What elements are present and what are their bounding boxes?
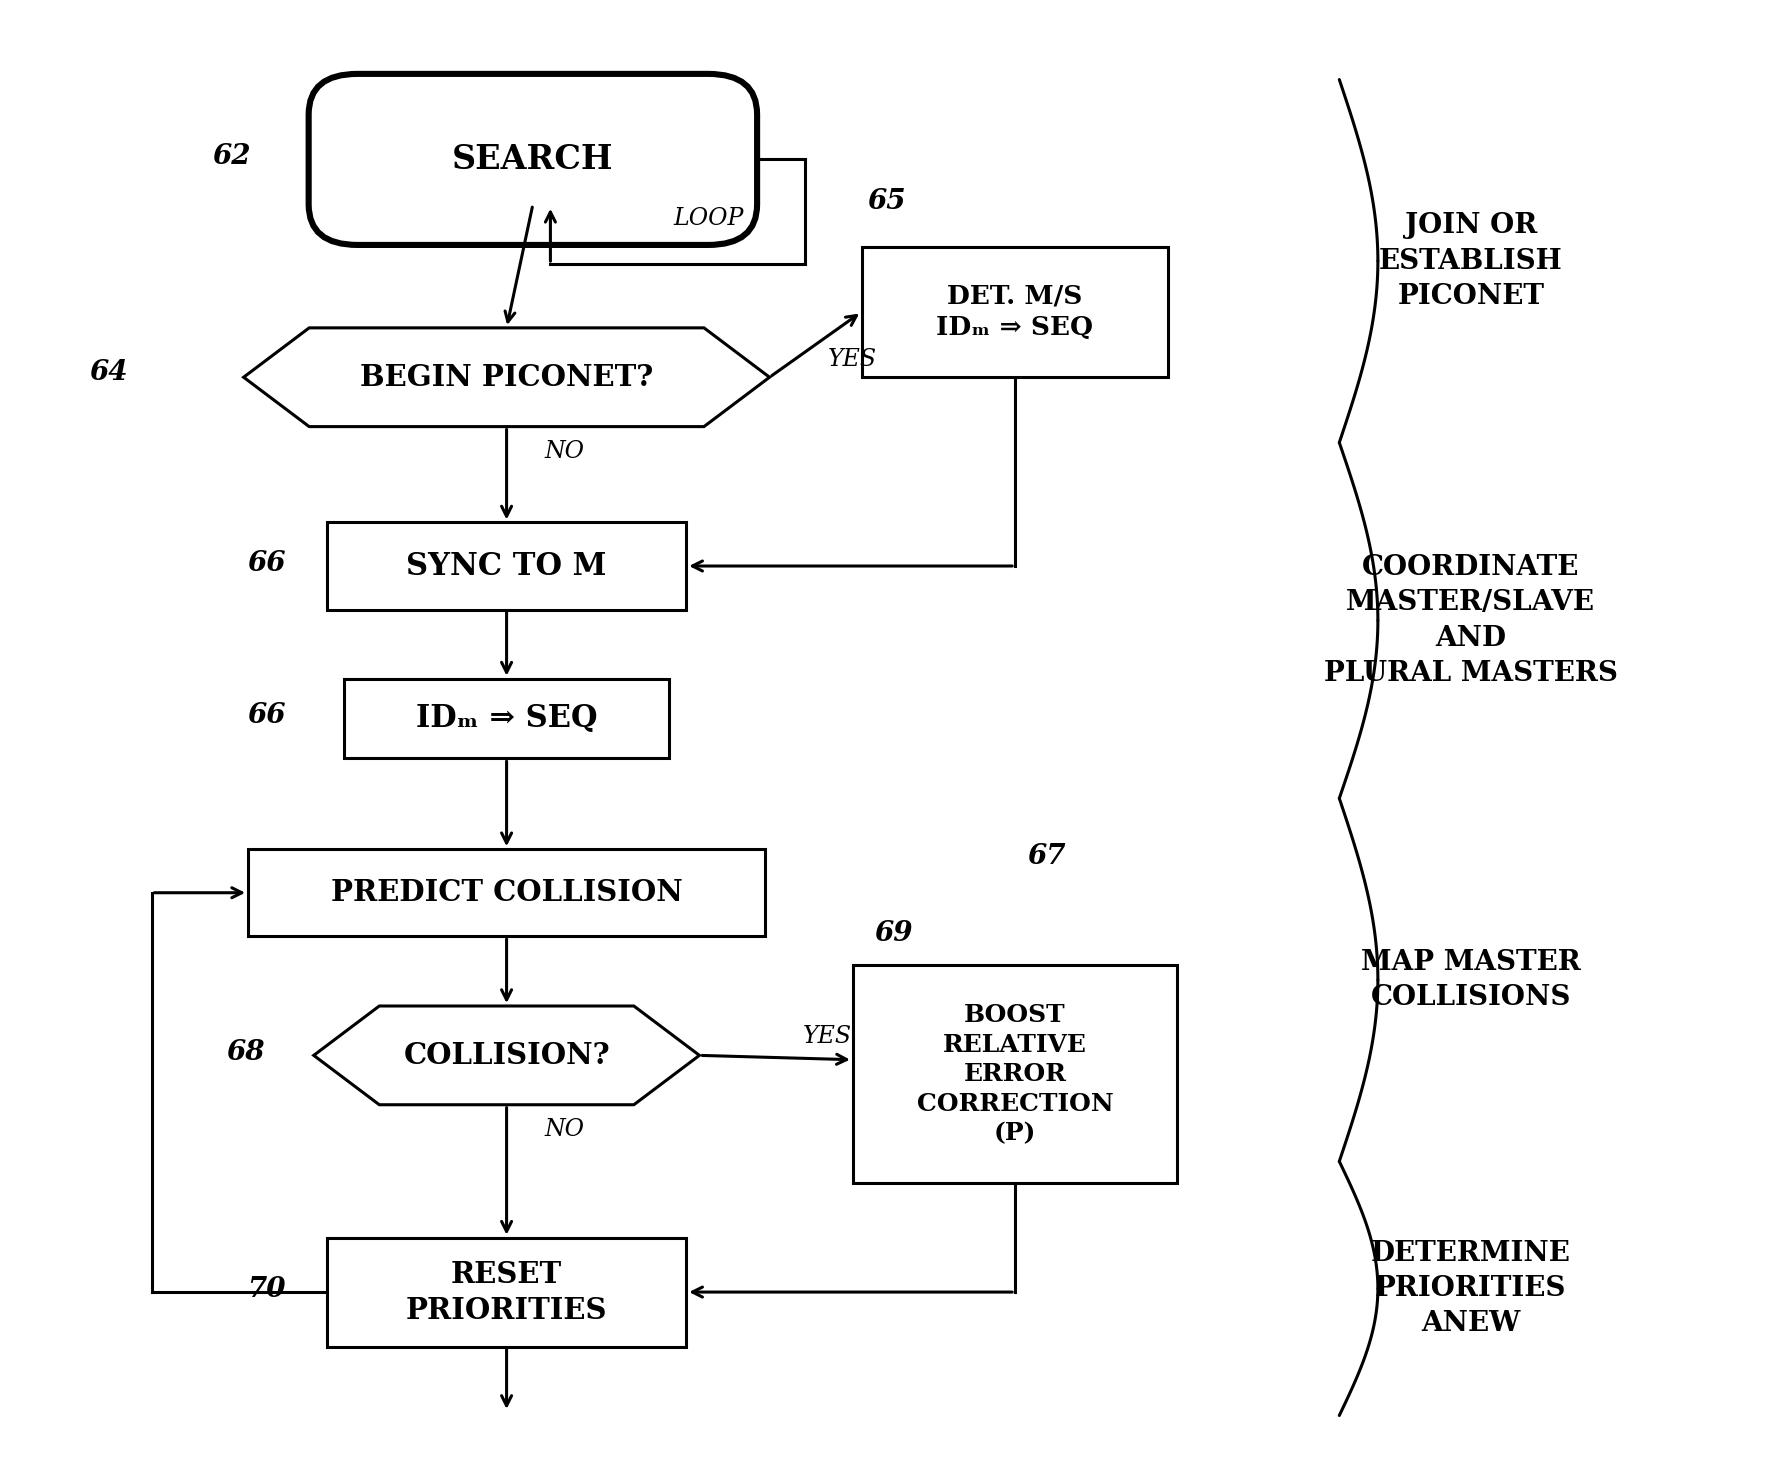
Text: YES: YES xyxy=(802,1025,852,1048)
Text: JOIN OR
ESTABLISH
PICONET: JOIN OR ESTABLISH PICONET xyxy=(1378,213,1562,309)
Text: 64: 64 xyxy=(90,359,127,387)
Text: 69: 69 xyxy=(875,919,914,947)
Text: 70: 70 xyxy=(247,1275,286,1303)
Text: BEGIN PICONET?: BEGIN PICONET? xyxy=(360,362,654,391)
Text: 65: 65 xyxy=(868,188,906,216)
Text: BOOST
RELATIVE
ERROR
CORRECTION
(P): BOOST RELATIVE ERROR CORRECTION (P) xyxy=(917,1003,1113,1145)
Bar xyxy=(327,522,686,610)
Bar xyxy=(862,246,1168,377)
Text: 68: 68 xyxy=(226,1039,265,1066)
Text: NO: NO xyxy=(544,1119,585,1141)
Bar xyxy=(247,849,765,937)
Text: 67: 67 xyxy=(1027,843,1066,869)
Text: 62: 62 xyxy=(212,144,251,170)
Text: PREDICT COLLISION: PREDICT COLLISION xyxy=(330,878,682,907)
Text: SYNC TO M: SYNC TO M xyxy=(406,551,606,582)
Text: IDₘ ⇒ SEQ: IDₘ ⇒ SEQ xyxy=(415,704,597,734)
Text: NO: NO xyxy=(544,440,585,463)
Polygon shape xyxy=(244,328,770,427)
Text: SEARCH: SEARCH xyxy=(452,142,613,176)
Bar xyxy=(345,679,668,758)
Bar xyxy=(853,965,1177,1183)
Text: DET. M/S
IDₘ ⇒ SEQ: DET. M/S IDₘ ⇒ SEQ xyxy=(937,284,1094,340)
Polygon shape xyxy=(315,1006,700,1105)
Text: 66: 66 xyxy=(247,702,286,729)
FancyBboxPatch shape xyxy=(309,73,756,245)
Text: 66: 66 xyxy=(247,550,286,576)
Text: LOOP: LOOP xyxy=(673,208,744,230)
Text: COORDINATE
MASTER/SLAVE
AND
PLURAL MASTERS: COORDINATE MASTER/SLAVE AND PLURAL MASTE… xyxy=(1323,554,1619,688)
Text: YES: YES xyxy=(827,349,876,371)
Text: MAP MASTER
COLLISIONS: MAP MASTER COLLISIONS xyxy=(1361,949,1581,1012)
Bar xyxy=(327,1237,686,1346)
Text: COLLISION?: COLLISION? xyxy=(403,1041,610,1070)
Text: DETERMINE
PRIORITIES
ANEW: DETERMINE PRIORITIES ANEW xyxy=(1371,1240,1571,1337)
Text: RESET
PRIORITIES: RESET PRIORITIES xyxy=(406,1259,608,1324)
